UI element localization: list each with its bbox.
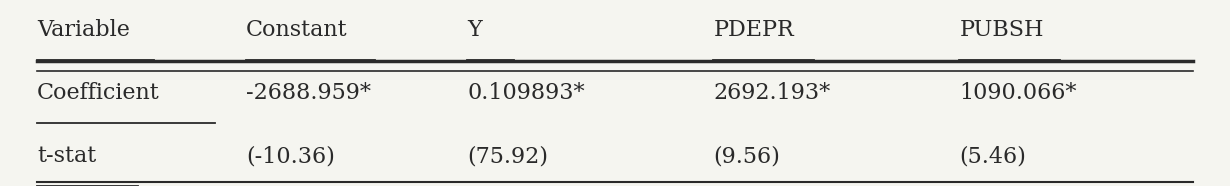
Text: (-10.36): (-10.36) xyxy=(246,145,335,167)
Text: t-stat: t-stat xyxy=(37,145,96,167)
Text: (5.46): (5.46) xyxy=(959,145,1026,167)
Text: Y: Y xyxy=(467,19,482,41)
Text: Variable: Variable xyxy=(37,19,130,41)
Text: 2692.193*: 2692.193* xyxy=(713,82,830,104)
Text: 1090.066*: 1090.066* xyxy=(959,82,1077,104)
Text: Coefficient: Coefficient xyxy=(37,82,160,104)
Text: 0.109893*: 0.109893* xyxy=(467,82,585,104)
Text: -2688.959*: -2688.959* xyxy=(246,82,371,104)
Text: Constant: Constant xyxy=(246,19,348,41)
Text: PUBSH: PUBSH xyxy=(959,19,1044,41)
Text: (75.92): (75.92) xyxy=(467,145,549,167)
Text: (9.56): (9.56) xyxy=(713,145,780,167)
Text: PDEPR: PDEPR xyxy=(713,19,795,41)
